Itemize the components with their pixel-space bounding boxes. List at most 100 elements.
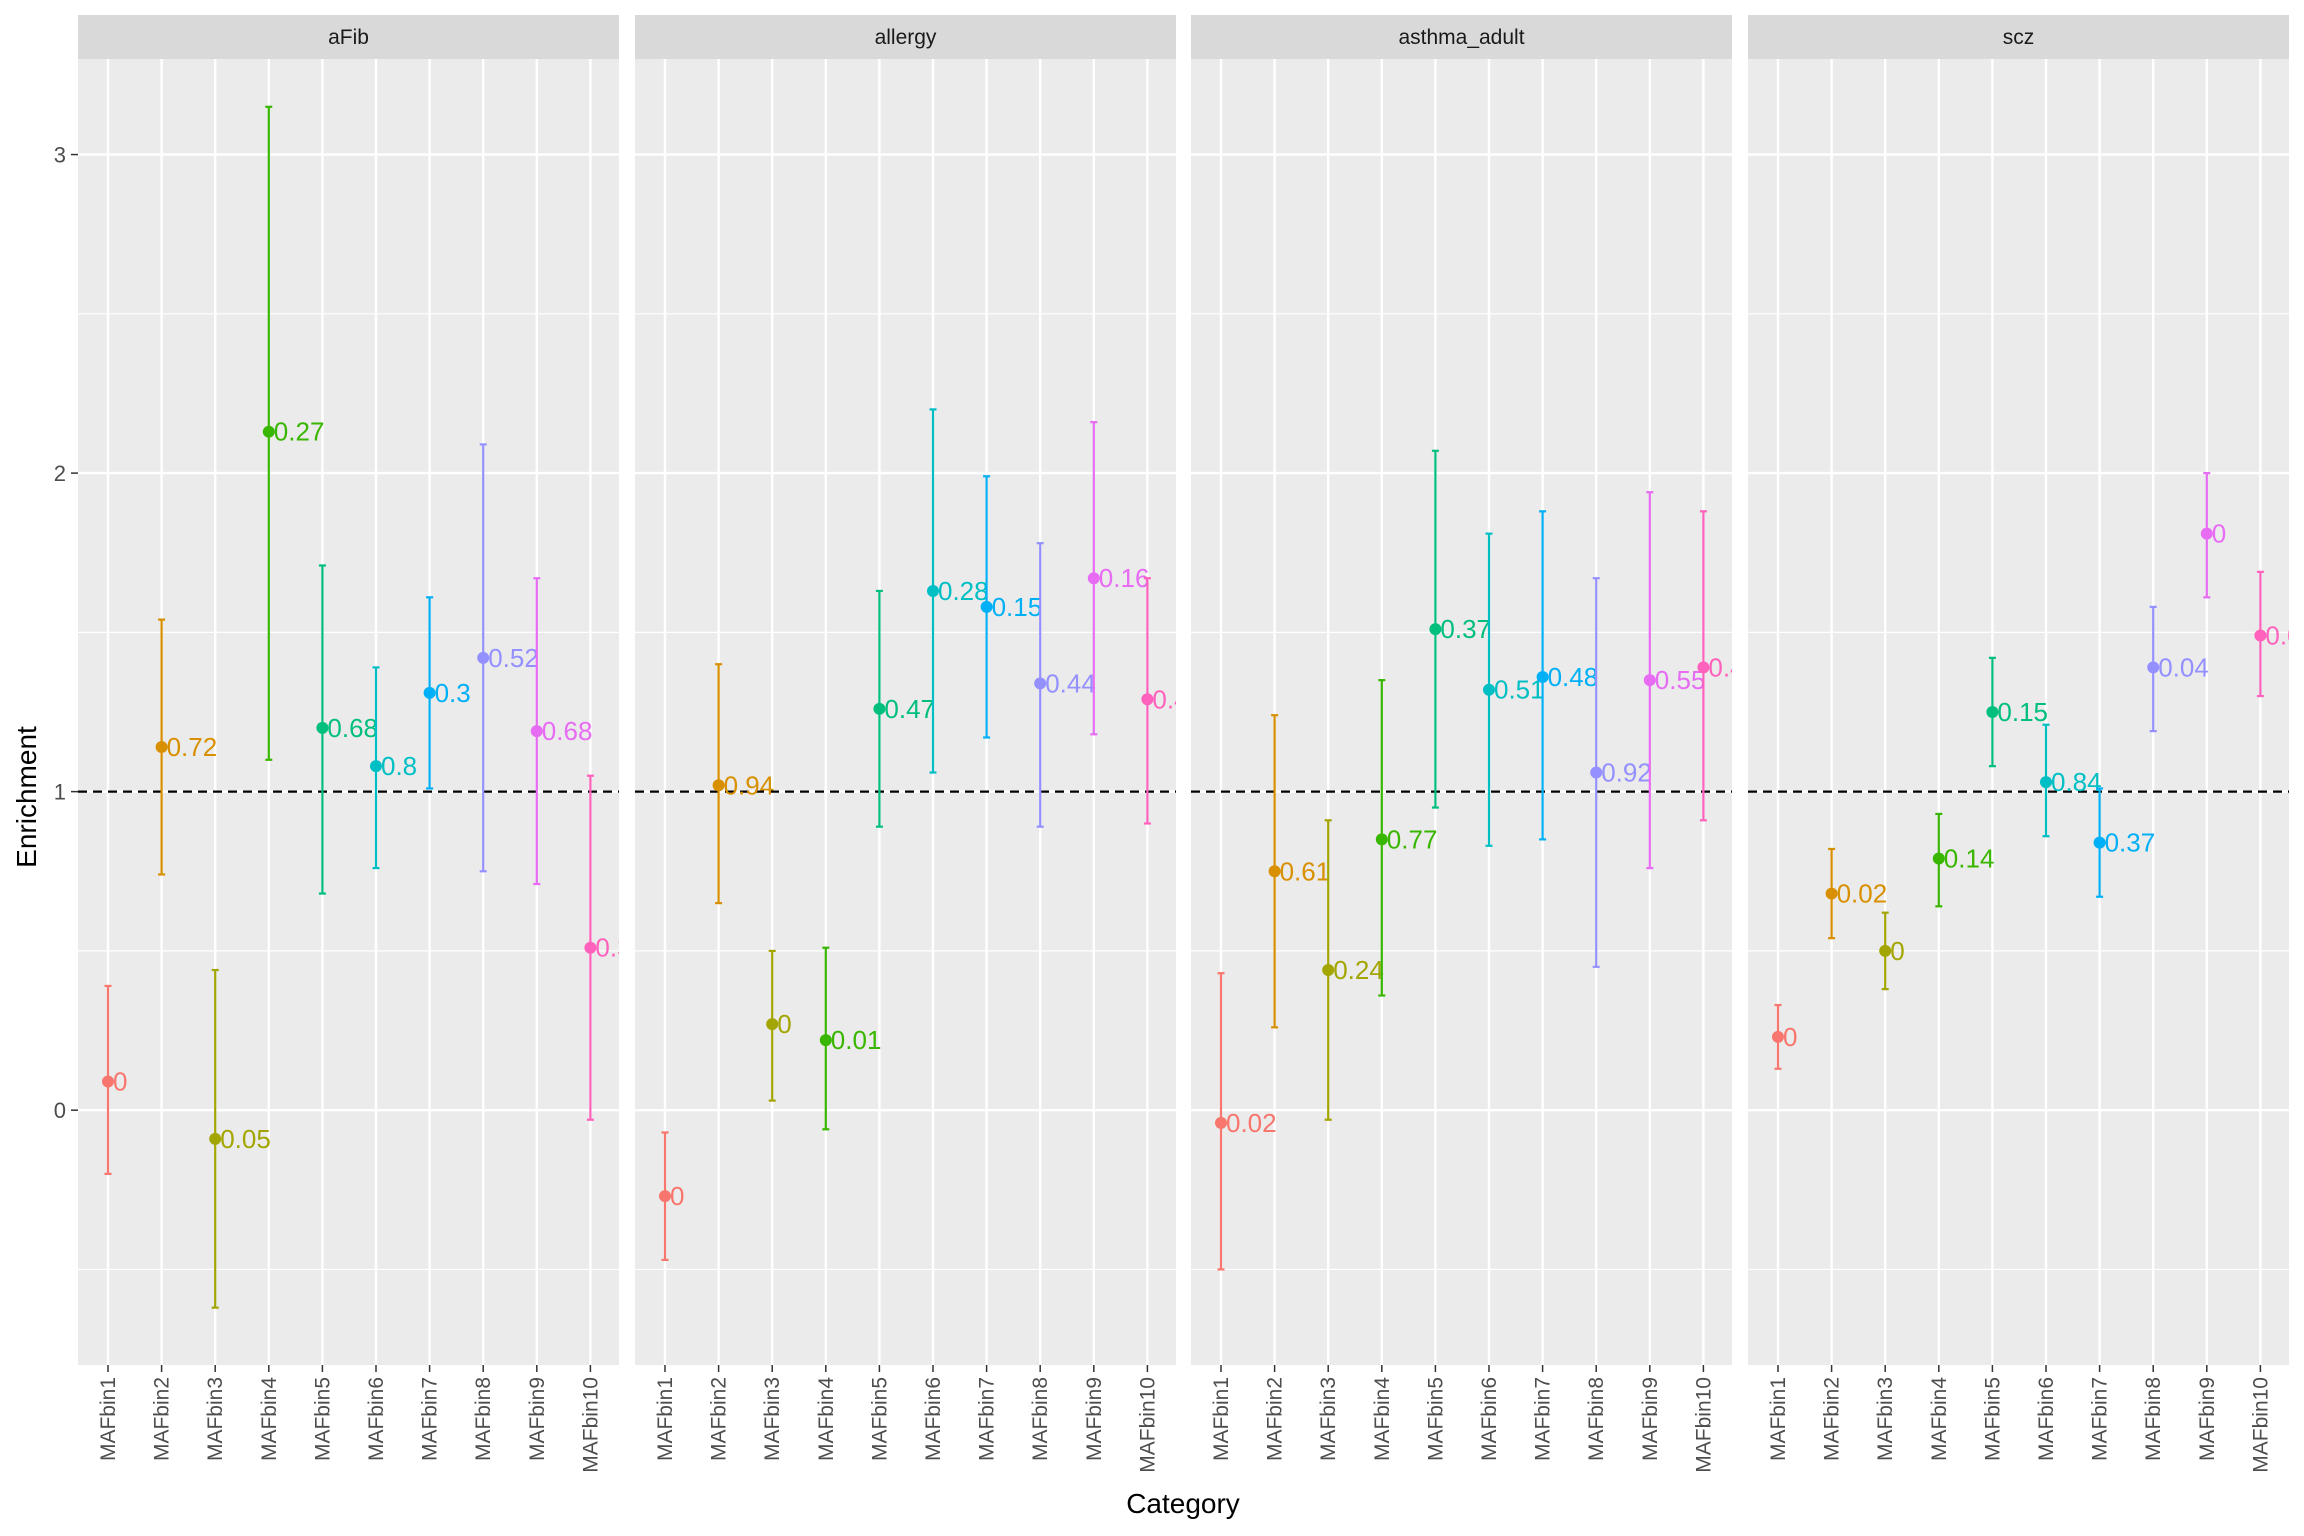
y-tick-label: 3 [54, 143, 66, 168]
data-label: 0.77 [1387, 824, 1438, 854]
y-tick-label: 0 [54, 1098, 66, 1123]
data-label: 0.0 [2265, 621, 2301, 651]
panel-background [635, 59, 1176, 1365]
data-label: 0 [670, 1181, 684, 1211]
data-label: 0.4 [1708, 652, 1744, 682]
data-label: 0.04 [2158, 652, 2209, 682]
x-tick-label: MAFbin7 [419, 1377, 442, 1461]
data-point [980, 600, 993, 613]
data-label: 0 [1783, 1022, 1797, 1052]
x-tick-label: MAFbin4 [258, 1377, 281, 1461]
x-tick-label: MAFbin7 [2089, 1377, 2112, 1461]
data-point [1215, 1116, 1227, 1129]
data-label: 0.28 [938, 576, 989, 606]
data-point [1879, 944, 1892, 957]
data-point [530, 725, 543, 738]
data-label: 0.48 [1548, 662, 1599, 692]
data-point [262, 425, 275, 438]
data-label: 0.51 [1494, 675, 1545, 705]
data-point [316, 721, 329, 734]
facet-aFib: aFib00.720.050.270.680.80.30.520.680.3MA… [78, 15, 631, 1473]
data-point [2040, 776, 2052, 789]
data-label: 0.05 [220, 1124, 271, 1154]
data-label: 0.92 [1601, 758, 1652, 788]
x-tick-label: MAFbin3 [204, 1377, 227, 1461]
data-point [2200, 527, 2213, 540]
facet-strip-label: asthma_adult [1398, 26, 1524, 49]
x-tick-label: MAFbin7 [976, 1377, 999, 1461]
data-point [1932, 852, 1945, 865]
data-label: 0.3 [595, 933, 631, 963]
data-label: 0.4 [1152, 684, 1188, 714]
data-point [1825, 887, 1838, 900]
x-tick-label: MAFbin3 [1317, 1377, 1340, 1461]
x-tick-label: MAFbin10 [1692, 1377, 1715, 1473]
x-tick-label: MAFbin2 [1264, 1377, 1287, 1461]
x-tick-label: MAFbin10 [2249, 1377, 2272, 1473]
data-point [102, 1075, 114, 1088]
x-tick-label: MAFbin10 [1136, 1377, 1159, 1473]
data-point [1986, 706, 1999, 718]
data-point [873, 702, 886, 715]
data-label: 0.15 [992, 592, 1043, 622]
data-point [712, 779, 725, 792]
data-point [2147, 661, 2160, 674]
data-point [477, 651, 490, 664]
x-tick-label: MAFbin9 [2196, 1377, 2219, 1461]
data-point [1141, 693, 1154, 706]
x-tick-label: MAFbin6 [922, 1377, 945, 1461]
facet-strip [1191, 15, 1732, 59]
data-label: 0.37 [2105, 828, 2156, 858]
x-tick-label: MAFbin4 [815, 1377, 838, 1461]
x-tick-label: MAFbin6 [2035, 1377, 2058, 1461]
x-tick-label: MAFbin8 [472, 1377, 495, 1461]
data-label: 0.3 [435, 678, 471, 708]
x-tick-label: MAFbin3 [1874, 1377, 1897, 1461]
x-tick-label: MAFbin1 [654, 1377, 677, 1461]
data-point [209, 1132, 222, 1145]
data-label: 0.52 [488, 643, 539, 673]
data-label: 0 [113, 1067, 127, 1097]
data-layer: 0 0.94 0 0.01 0.47 0.280.15 0.44 0.16 0.4 [659, 408, 1188, 1261]
data-point [1034, 677, 1047, 690]
facet-strip [78, 15, 619, 59]
x-tick-label: MAFbin4 [1928, 1377, 1951, 1461]
facet-strip [1748, 15, 2289, 59]
data-point [1483, 683, 1495, 696]
x-tick-label: MAFbin1 [1210, 1377, 1233, 1461]
facet-scz: scz00.0200.140.150.840.370.0400.0MAFbin1… [1748, 15, 2301, 1473]
x-tick-label: MAFbin7 [1532, 1377, 1555, 1461]
x-tick-label: MAFbin5 [311, 1377, 334, 1461]
data-label: 0.27 [274, 417, 325, 447]
data-label: 0.01 [831, 1025, 882, 1055]
x-tick-label: MAFbin3 [761, 1377, 784, 1461]
data-label: 0 [1890, 936, 1904, 966]
data-label: 0.02 [1837, 879, 1888, 909]
x-tick-label: MAFbin5 [868, 1377, 891, 1461]
x-tick-label: MAFbin4 [1371, 1377, 1394, 1461]
data-point [927, 584, 939, 597]
facets-layer: aFib00.720.050.270.680.80.30.520.680.3MA… [78, 15, 2301, 1473]
facet-allergy: allergy 0 0.94 0 0.01 0.47 0.280.15 0.44 0.16 0.4… [635, 15, 1188, 1473]
data-label: 0.14 [1944, 844, 1995, 874]
x-tick-label: MAFbin8 [2142, 1377, 2165, 1461]
data-label: 0.16 [1099, 563, 1150, 593]
data-point [2254, 629, 2267, 642]
x-tick-label: MAFbin9 [526, 1377, 549, 1461]
facet-strip-label: allergy [875, 26, 937, 49]
x-tick-label: MAFbin8 [1585, 1377, 1608, 1461]
data-point [819, 1034, 832, 1047]
data-label: 0.68 [542, 716, 593, 746]
data-layer: 0.02 0.61 0.24 0.77 0.37 0.51 0.48 0.92 0.55 0.4 [1215, 449, 1744, 1271]
data-point [155, 741, 168, 754]
data-label: 0.47 [884, 694, 935, 724]
x-tick-label: MAFbin9 [1083, 1377, 1106, 1461]
facet-asthma_adult: asthma_adult 0.02 0.61 0.24 0.77 0.37 0.51 0.48… [1191, 15, 1744, 1473]
panel-background [78, 59, 619, 1365]
data-layer: 00.720.050.270.680.80.30.520.680.3 [102, 105, 631, 1309]
panel-background [1191, 59, 1732, 1365]
y-tick-label: 2 [54, 461, 66, 486]
x-tick-label: MAFbin2 [708, 1377, 731, 1461]
